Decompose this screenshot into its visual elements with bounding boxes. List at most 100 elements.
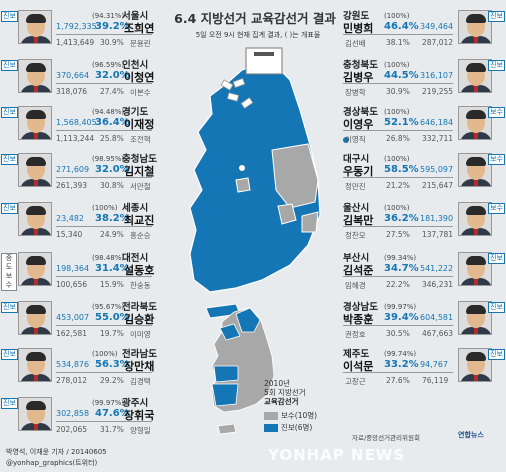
sejong-marker bbox=[238, 164, 246, 172]
result-entry: 진보 부산시 (99.34%) 김석준 34.7% 541,222 임혜경 22.2% 346,… bbox=[340, 250, 506, 296]
ulleung-island bbox=[343, 137, 349, 143]
source-note: 자료/중앙선거관리위원회 bbox=[352, 434, 420, 442]
result-entry: 진보 강원도 (100%) 민병희 46.4% 349,464 김선배 38.1% 287,01… bbox=[340, 8, 506, 54]
region-name: 울산시 bbox=[343, 203, 370, 214]
winner-pct: 39.4% bbox=[384, 312, 419, 323]
count-rate: (94.31%) bbox=[92, 12, 125, 20]
tie-shape bbox=[34, 36, 38, 43]
count-rate: (94.48%) bbox=[92, 108, 125, 116]
divider-line bbox=[343, 226, 453, 227]
result-entry: 보수 대구시 (100%) 우동기 58.5% 595,097 정만진 21.2% 215,64… bbox=[340, 151, 506, 197]
divider-line bbox=[56, 372, 152, 373]
winner-votes: 534,876 bbox=[56, 360, 90, 369]
runner-pct: 24.9% bbox=[100, 230, 124, 239]
hair-shape bbox=[26, 14, 46, 23]
runner-pct: 22.2% bbox=[386, 280, 410, 289]
region-name: 대구시 bbox=[343, 154, 370, 165]
agency-logo: 연합뉴스 bbox=[458, 431, 484, 439]
divider-line bbox=[56, 325, 152, 326]
runner-votes: 162,581 bbox=[56, 329, 88, 338]
ideology-badge: 중도보수 bbox=[1, 253, 17, 291]
winner-name: 우동기 bbox=[343, 165, 374, 178]
legend-progressive-label: 진보(6명) bbox=[281, 423, 313, 432]
count-rate: (98.95%) bbox=[92, 155, 125, 163]
result-entry: 진보 (95.67%) 전라북도 453,007 55.0% 김승환 162,581 19.7… bbox=[0, 299, 157, 345]
candidate-photo bbox=[18, 59, 52, 93]
result-entry: 보수 울산시 (100%) 김복만 36.2% 181,390 정찬모 27.5% 137,78… bbox=[340, 200, 506, 246]
candidate-photo bbox=[458, 59, 492, 93]
runner-name: 정만진 bbox=[345, 182, 366, 191]
region-gyeongbuk bbox=[271, 143, 319, 209]
winner-name: 장만채 bbox=[124, 360, 155, 373]
count-rate: (99.34%) bbox=[384, 254, 417, 262]
region-name: 대전시 bbox=[122, 253, 149, 264]
count-rate: (99.74%) bbox=[384, 350, 417, 358]
count-rate: (99.97%) bbox=[384, 303, 417, 311]
winner-votes: 271,609 bbox=[56, 165, 90, 174]
runner-name: 문용린 bbox=[130, 39, 151, 48]
candidate-photo bbox=[458, 252, 492, 286]
runner-name: 서만철 bbox=[130, 182, 151, 191]
ideology-badge: 진보 bbox=[1, 60, 18, 71]
winner-votes: 1,568,405 bbox=[56, 118, 97, 127]
progressive-2010-seoul bbox=[219, 323, 241, 341]
region-name: 충청북도 bbox=[343, 60, 378, 71]
winner-name: 민병희 bbox=[343, 22, 374, 35]
winner-votes: 453,007 bbox=[56, 313, 90, 322]
winner-pct: 46.4% bbox=[384, 21, 419, 32]
progressive-swatch bbox=[264, 424, 278, 432]
hair-shape bbox=[466, 14, 486, 23]
result-entry: 진보 (94.31%) 서울시 1,792,335 39.2% 조희연 1,413,649 3… bbox=[0, 8, 155, 54]
result-entry: 진보 (98.95%) 충청남도 271,609 32.0% 김지철 261,393 30.8… bbox=[0, 151, 157, 197]
runner-votes: 202,065 bbox=[56, 425, 88, 434]
result-entry: 진보 (99.97%) 광주시 302,858 47.6% 장휘국 202,065 31.7%… bbox=[0, 395, 155, 441]
winner-name: 김승환 bbox=[124, 313, 155, 326]
region-name: 경기도 bbox=[122, 107, 149, 118]
hair-shape bbox=[26, 63, 46, 72]
divider-line bbox=[56, 421, 152, 422]
winner-votes: 198,364 bbox=[56, 264, 90, 273]
winner-name: 김석준 bbox=[343, 264, 374, 277]
region-name: 광주시 bbox=[122, 398, 149, 409]
runner-votes: 1,113,244 bbox=[56, 134, 95, 143]
result-entry: 진보 (96.59%) 인천시 370,664 32.0% 이청연 318,076 27.4%… bbox=[0, 57, 155, 103]
tie-shape bbox=[474, 179, 478, 186]
watermark: YONHAP NEWS bbox=[268, 446, 406, 464]
tie-shape bbox=[34, 132, 38, 139]
result-entry: 진보 (100%) 전라남도 534,876 56.3% 장만채 278,012 29.2% 김… bbox=[0, 346, 157, 392]
credit-line: 박영석, 이재윤 기자 / 20140605 bbox=[6, 448, 107, 456]
ideology-badge: 진보 bbox=[488, 349, 505, 360]
runner-name: 김경택 bbox=[130, 377, 151, 386]
runner-votes: 137,781 bbox=[422, 230, 454, 239]
winner-name: 김지철 bbox=[124, 165, 155, 178]
ideology-badge: 진보 bbox=[1, 203, 18, 214]
tie-shape bbox=[474, 374, 478, 381]
runner-name: 양형일 bbox=[130, 426, 151, 435]
result-entry: 중도보수 (98.48%) 대전시 198,364 31.4% 설동호 100,656 15.… bbox=[0, 250, 155, 296]
tie-shape bbox=[34, 374, 38, 381]
progressive-2010-jeonnam bbox=[211, 383, 239, 407]
divider-line bbox=[343, 276, 453, 277]
divider-line bbox=[56, 177, 152, 178]
hair-shape bbox=[26, 110, 46, 119]
runner-pct: 30.9% bbox=[386, 87, 410, 96]
tie-shape bbox=[474, 36, 478, 43]
winner-pct: 55.0% bbox=[95, 312, 130, 323]
winner-name: 이청연 bbox=[124, 71, 155, 84]
tie-shape bbox=[474, 327, 478, 334]
candidate-photo bbox=[18, 301, 52, 335]
runner-votes: 15,340 bbox=[56, 230, 83, 239]
ideology-badge: 진보 bbox=[1, 398, 18, 409]
hair-shape bbox=[466, 206, 486, 215]
divider-line bbox=[56, 34, 152, 35]
winner-votes: 595,097 bbox=[420, 165, 454, 174]
ideology-badge: 진보 bbox=[1, 11, 18, 22]
twitter-handle: @yonhap_graphics(트위터) bbox=[6, 459, 98, 467]
runner-votes: 318,076 bbox=[56, 87, 88, 96]
count-rate: (98.48%) bbox=[92, 254, 125, 262]
candidate-photo bbox=[18, 10, 52, 44]
tie-shape bbox=[34, 327, 38, 334]
count-rate: (96.59%) bbox=[92, 61, 125, 69]
page-title: 6.4 지방선거 교육감선거 결과 bbox=[174, 11, 336, 26]
region-name: 전라북도 bbox=[122, 302, 157, 313]
